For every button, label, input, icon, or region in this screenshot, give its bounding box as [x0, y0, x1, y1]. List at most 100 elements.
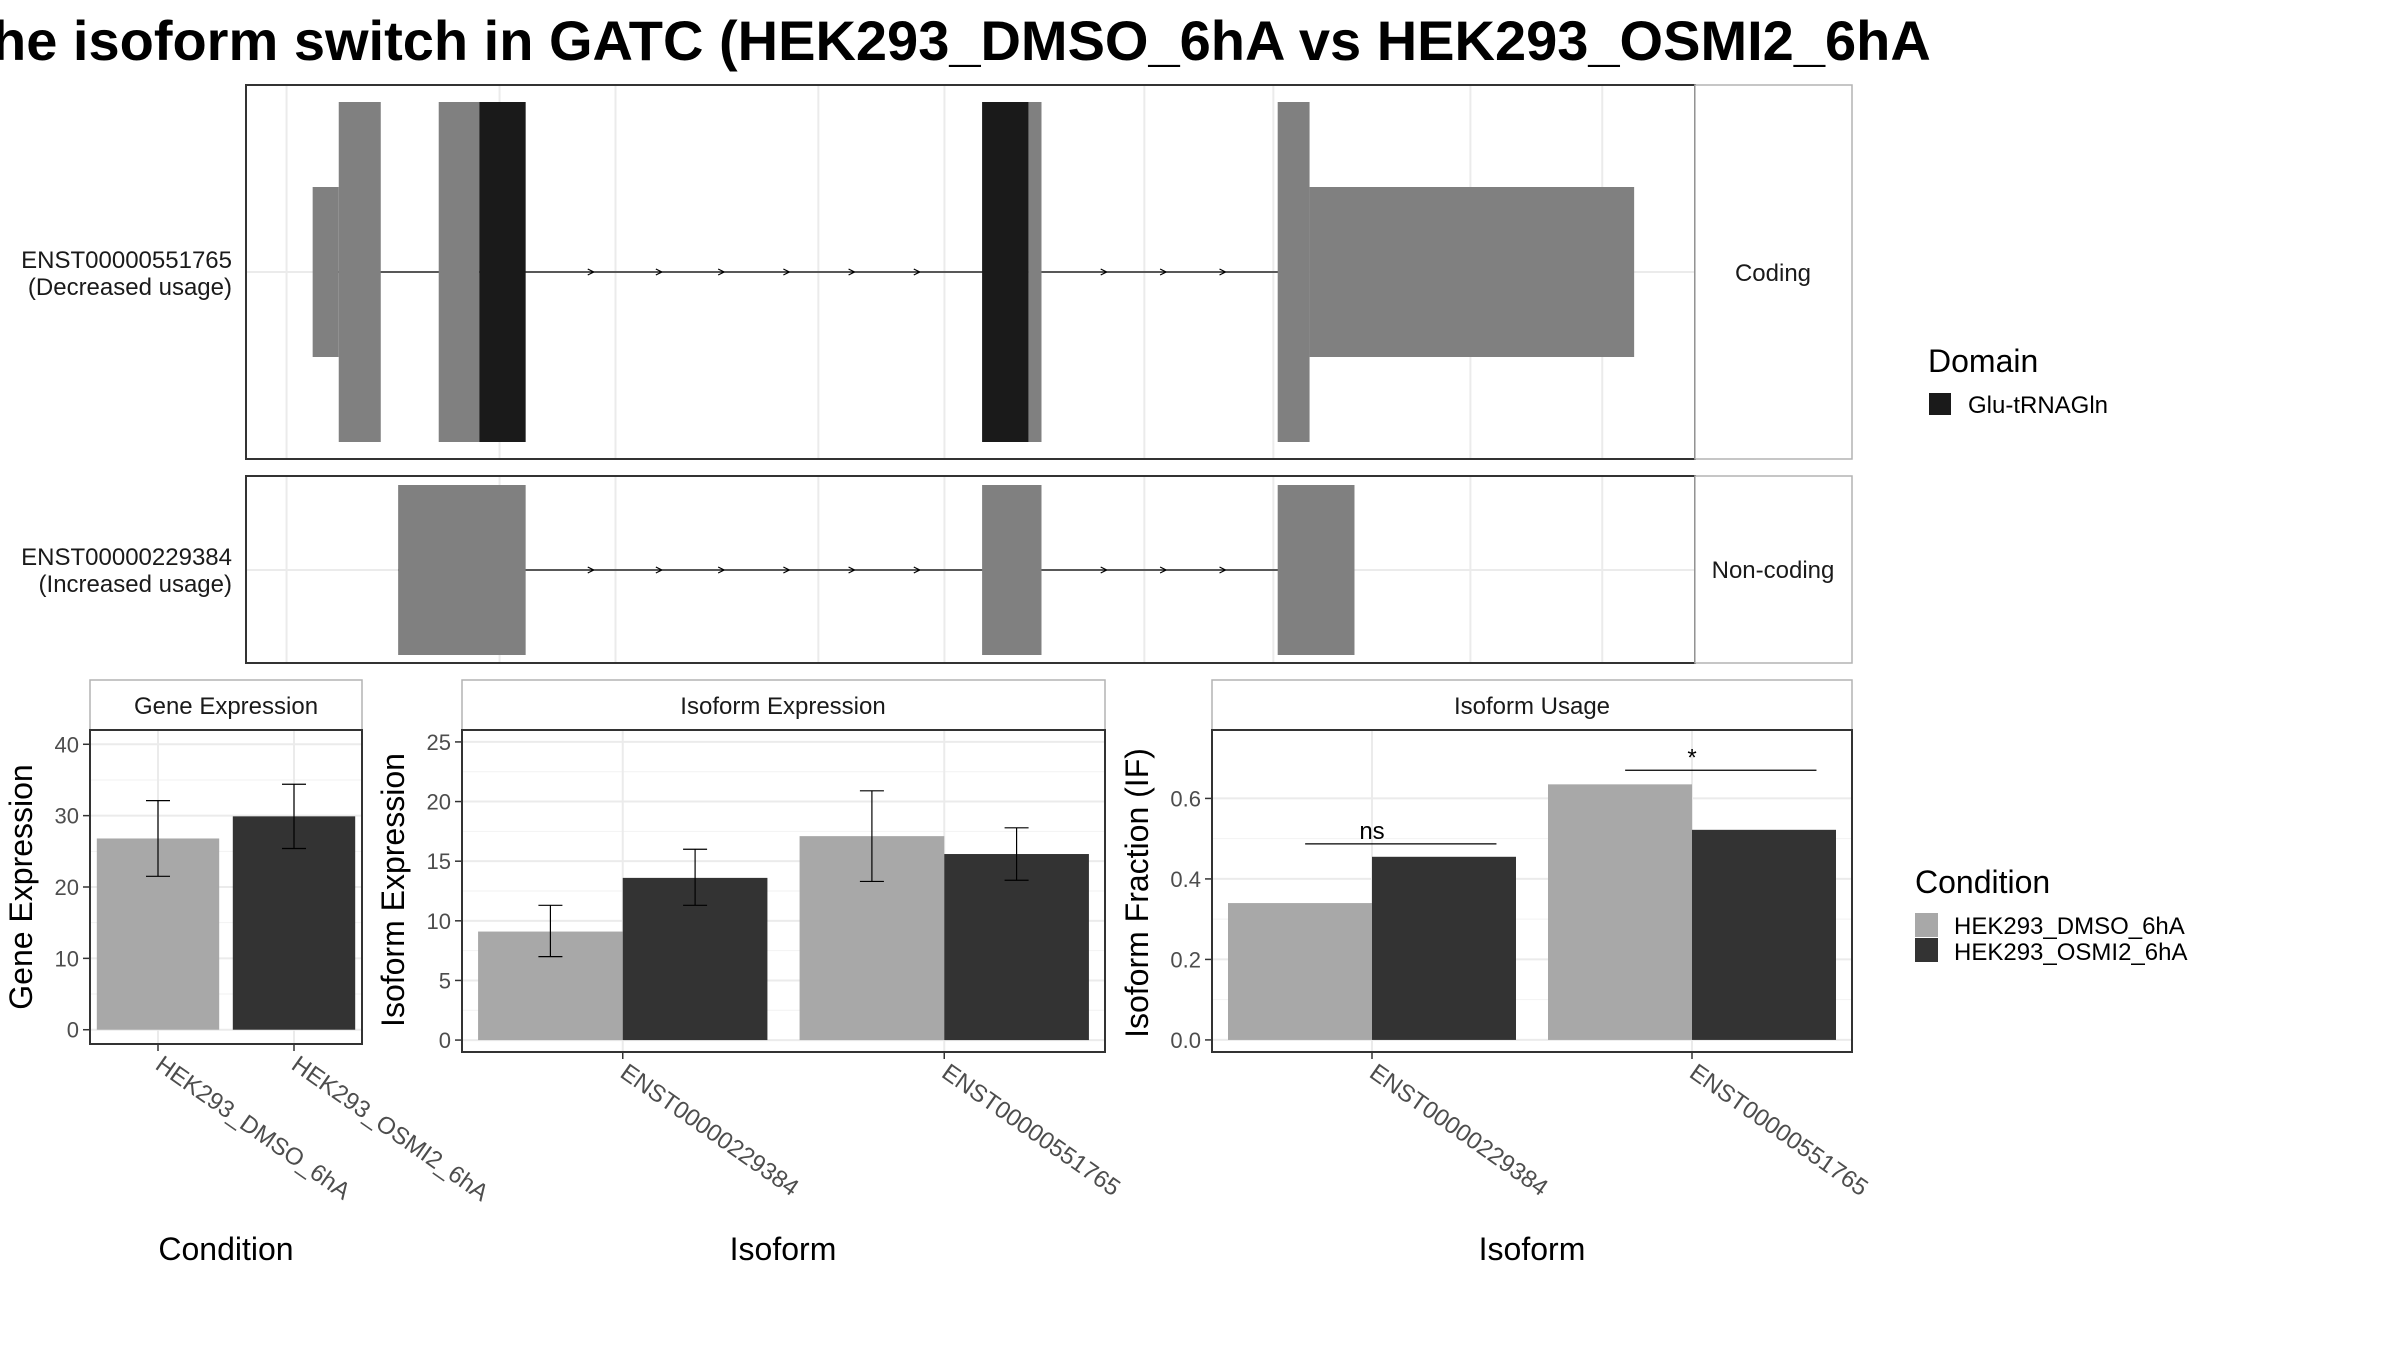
- bar: [1548, 784, 1692, 1040]
- y-tick-label: 10: [55, 946, 79, 971]
- intron-direction-arrow: [1159, 268, 1168, 276]
- y-axis-title: Gene Expression: [3, 764, 39, 1009]
- category-strip: [1694, 84, 1853, 460]
- legend-key-osmi: [1915, 938, 1938, 962]
- intron-direction-arrow: [1219, 566, 1227, 574]
- exon-domain: [982, 102, 1029, 442]
- significance-label: *: [1687, 744, 1696, 771]
- legend-label-dmso: HEK293_DMSO_6hA: [1954, 913, 2185, 940]
- chart-strip-title: Isoform Expression: [680, 693, 885, 720]
- exon: [338, 102, 381, 442]
- x-tick-label: ENST00000551765: [937, 1059, 1125, 1202]
- exon: [1028, 102, 1042, 442]
- intron-direction-arrow: [1219, 268, 1227, 276]
- bar: [232, 816, 356, 1030]
- condition-legend: Condition HEK293_DMSO_6hA HEK293_OSMI2_6…: [1915, 864, 2187, 966]
- chart-isoform-usage: Isoform Usage ns * 0.0 0.2 0.4 0.6 ENST000002…: [1119, 679, 1873, 1267]
- plot-border: [461, 729, 1106, 1053]
- y-tick-label: 0.4: [1170, 867, 1201, 892]
- category-label-coding: Coding: [1735, 260, 1811, 287]
- y-tick-label: 20: [427, 790, 451, 815]
- figure-title: he isoform switch in GATC (HEK293_DMSO_6…: [0, 9, 1931, 72]
- legend-label-osmi: HEK293_OSMI2_6hA: [1954, 939, 2187, 966]
- y-tick-label: 10: [427, 909, 451, 934]
- exon: [982, 485, 1042, 655]
- intron-direction-arrow: [913, 566, 922, 574]
- y-tick-label: 25: [427, 730, 451, 755]
- category-strip: [1694, 475, 1853, 664]
- y-tick-label: 0.6: [1170, 786, 1201, 811]
- plot-marks: ns *: [1228, 744, 1836, 1040]
- bar: [1692, 829, 1836, 1040]
- intron-direction-arrow: [1159, 566, 1168, 574]
- plot-marks: [478, 790, 1089, 1041]
- legend-label-domain: Glu-tRNAGln: [1968, 392, 2108, 419]
- y-tick-label: 40: [55, 732, 79, 757]
- x-tick-label: ENST00000229384: [615, 1059, 803, 1202]
- legend-title-condition: Condition: [1915, 864, 2050, 900]
- x-tick-label: ENST00000551765: [1685, 1059, 1873, 1202]
- y-tick-label: 0: [439, 1028, 451, 1053]
- transcript-panels: Coding ENST00000551765 (Decreased usage)…: [21, 84, 1853, 664]
- bar: [944, 854, 1089, 1041]
- intron-direction-arrow: [783, 268, 791, 276]
- plot-marks: [96, 783, 356, 1030]
- legend-title-domain: Domain: [1928, 343, 2038, 379]
- intron-direction-arrow: [587, 268, 596, 276]
- y-tick-label: 0.0: [1170, 1028, 1201, 1053]
- intron-direction-arrow: [717, 566, 726, 574]
- transcript-id-label: ENST00000551765: [21, 247, 232, 274]
- x-tick-label: ENST00000229384: [1365, 1059, 1553, 1202]
- chart-isoform-expression: Isoform Expression 0 5 10 15 20 25 ENST0000022…: [375, 679, 1125, 1267]
- intron-direction-arrow: [587, 566, 596, 574]
- transcript-panel-coding: Coding ENST00000551765 (Decreased usage): [21, 84, 1853, 460]
- intron-direction-arrow: [717, 268, 726, 276]
- exon: [1277, 102, 1310, 442]
- bar: [1228, 903, 1372, 1040]
- transcript-track: [312, 102, 1635, 442]
- legend-key-domain: [1929, 393, 1951, 415]
- x-axis-title: Isoform: [730, 1231, 837, 1267]
- legend-key-dmso: [1915, 913, 1938, 937]
- intron-direction-arrow: [783, 566, 791, 574]
- intron-direction-arrow: [655, 566, 664, 574]
- chart-gene-expression: Gene Expression 010203040HEK293_DMSO_6hA…: [3, 679, 493, 1267]
- transcript-track: [398, 485, 1355, 655]
- chart-strip-title: Isoform Usage: [1454, 693, 1610, 720]
- exon: [312, 187, 339, 357]
- bar: [1372, 856, 1516, 1040]
- intron-direction-arrow: [1100, 566, 1109, 574]
- intron-direction-arrow: [848, 566, 856, 574]
- x-axis-title: Condition: [158, 1231, 293, 1267]
- transcript-panel-noncoding: Non-coding ENST00000229384 (Increased us…: [21, 475, 1853, 664]
- y-tick-label: 0: [67, 1018, 79, 1043]
- x-axis-title: Isoform: [1479, 1231, 1586, 1267]
- intron-direction-arrow: [913, 268, 922, 276]
- exon: [398, 485, 526, 655]
- y-axis-title: Isoform Fraction (IF): [1119, 748, 1155, 1038]
- transcript-usage-label: (Increased usage): [39, 571, 232, 598]
- exon: [438, 102, 480, 442]
- strip-background: [89, 679, 363, 731]
- y-tick-label: 5: [439, 968, 451, 993]
- exon-domain: [479, 102, 526, 442]
- y-tick-label: 30: [55, 804, 79, 829]
- y-axis-title: Isoform Expression: [375, 753, 411, 1027]
- strip-background: [461, 679, 1106, 731]
- significance-label: ns: [1359, 818, 1384, 845]
- domain-legend: Domain Glu-tRNAGln: [1928, 343, 2108, 419]
- intron-direction-arrow: [655, 268, 664, 276]
- y-tick-label: 15: [427, 849, 451, 874]
- intron-direction-arrow: [1100, 268, 1109, 276]
- y-tick-label: 20: [55, 875, 79, 900]
- chart-strip-title: Gene Expression: [134, 693, 318, 720]
- intron-direction-arrow: [848, 268, 856, 276]
- transcript-usage-label: (Decreased usage): [28, 274, 232, 301]
- category-label-noncoding: Non-coding: [1712, 557, 1835, 584]
- exon: [1277, 485, 1355, 655]
- plot-border: [1211, 729, 1853, 1053]
- y-tick-label: 0.2: [1170, 947, 1201, 972]
- transcript-id-label: ENST00000229384: [21, 544, 232, 571]
- exon: [1309, 187, 1635, 357]
